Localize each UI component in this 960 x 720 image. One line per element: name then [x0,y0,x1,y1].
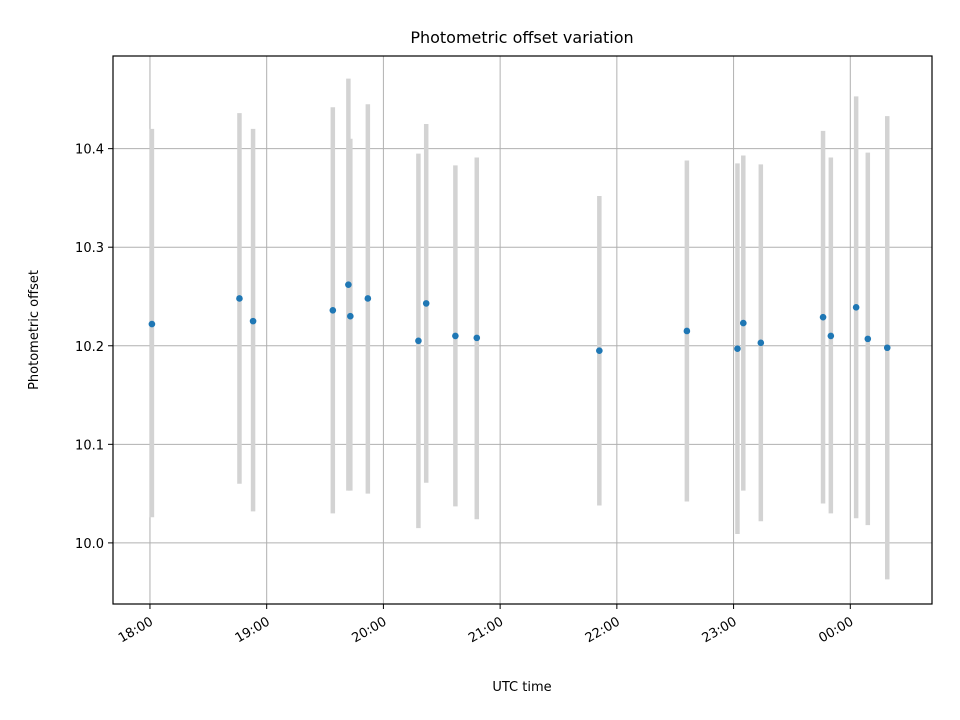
data-point [148,320,156,328]
y-tick-label: 10.3 [75,241,104,256]
data-point [347,312,354,320]
data-point [415,337,422,345]
data-point [864,335,872,343]
data-point [852,304,860,311]
data-point [329,306,337,314]
data-points [148,281,891,354]
data-point [364,295,372,302]
data-point [734,345,741,353]
data-point [883,344,891,352]
y-tick-label: 10.1 [75,438,104,453]
data-point [819,313,827,321]
y-tick-label: 10.0 [75,537,104,552]
y-tick-label: 10.2 [75,340,104,355]
plot-frame [112,55,933,605]
data-point [236,295,243,302]
data-point [739,319,747,327]
grid [113,56,932,604]
data-point [473,334,481,342]
y-axis-label: Photometric offset [27,270,42,390]
data-point [683,327,691,335]
data-point [249,317,257,325]
x-axis-label: UTC time [492,680,551,695]
chart-title: Photometric offset variation [410,28,633,47]
data-point [345,281,352,288]
data-point [452,332,459,340]
data-point [827,332,835,340]
data-point [757,339,765,347]
data-point [422,300,430,307]
y-axis: 10.0 10.1 10.2 10.3 10.4 [75,143,113,552]
y-tick-label: 10.4 [75,143,104,158]
data-point [596,347,603,354]
